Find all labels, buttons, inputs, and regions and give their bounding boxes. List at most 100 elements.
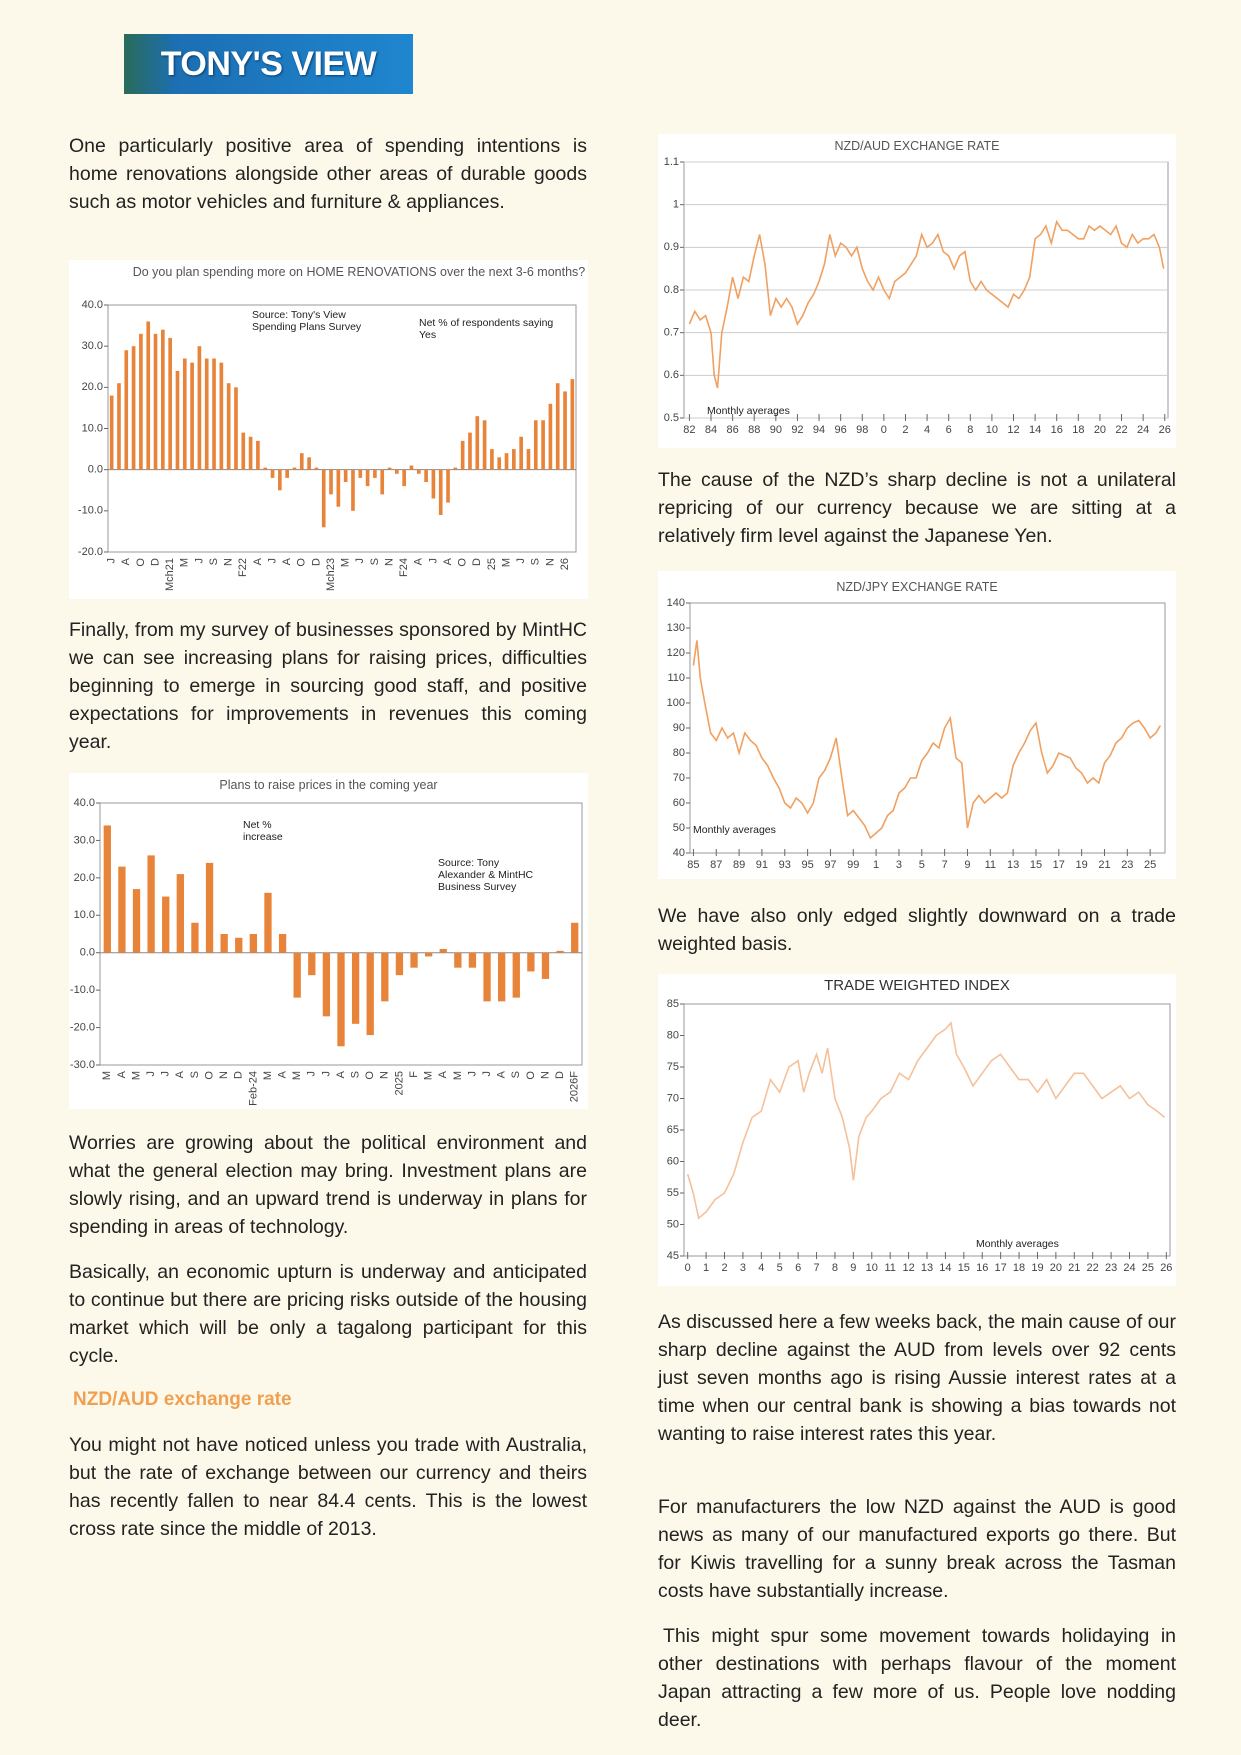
bar	[556, 950, 564, 953]
x-tick-label: S	[208, 558, 220, 565]
x-tick-label: 15	[1030, 859, 1042, 871]
x-tick-label: 13	[1007, 859, 1019, 871]
x-tick-label: M	[340, 558, 352, 567]
bar	[512, 449, 516, 470]
bar	[264, 892, 272, 953]
paragraph: The cause of the NZD’s sharp decline is …	[658, 469, 1176, 547]
x-tick-label: Mch21	[164, 558, 176, 591]
bar	[337, 952, 345, 1047]
x-tick-label: 20	[1050, 1262, 1062, 1274]
y-tick-label: 70	[673, 772, 685, 784]
bar	[162, 896, 170, 953]
x-tick-label: 21	[1098, 859, 1110, 871]
y-tick-label: 50	[667, 1218, 679, 1230]
bar	[424, 952, 433, 957]
bar	[504, 453, 509, 470]
bar	[124, 350, 129, 470]
x-tick-label: 23	[1105, 1262, 1117, 1274]
bar	[329, 469, 333, 495]
x-tick-label: 15	[958, 1262, 970, 1274]
y-tick-label: 0.0	[88, 464, 103, 476]
x-tick-label: 84	[705, 424, 717, 436]
plot-frame	[683, 1003, 1171, 1257]
bar	[168, 337, 172, 470]
x-tick-label: J	[466, 1071, 478, 1077]
bar	[454, 952, 462, 968]
x-tick-label: M	[500, 558, 512, 567]
x-tick-label: 12	[902, 1262, 914, 1274]
x-tick-label: A	[442, 557, 454, 565]
x-tick-label: 26	[559, 558, 571, 570]
x-tick-label: 14	[939, 1262, 951, 1274]
x-tick-label: 21	[1068, 1262, 1080, 1274]
bar	[322, 952, 331, 1017]
x-tick-label: F	[408, 1071, 420, 1078]
x-tick-label: S	[530, 558, 542, 565]
x-tick-label: 87	[710, 859, 722, 871]
y-tick-label: 100	[667, 697, 685, 709]
x-tick-label: S	[350, 1071, 362, 1078]
bar	[176, 874, 184, 953]
x-tick-label: N	[544, 558, 556, 566]
bar	[248, 436, 253, 470]
bar	[292, 467, 297, 470]
x-tick-label: 20	[1094, 424, 1106, 436]
bar	[395, 952, 404, 976]
bar	[366, 952, 374, 1036]
bar	[212, 358, 216, 470]
bar	[234, 387, 238, 470]
paragraph: We have also only edged slightly downwar…	[658, 905, 1176, 955]
bar	[526, 449, 531, 470]
x-tick-label: 96	[835, 424, 847, 436]
x-tick-label: 25	[1142, 1262, 1154, 1274]
bar	[373, 469, 377, 478]
x-tick-label: 22	[1087, 1262, 1099, 1274]
paragraph: One particularly positive area of spendi…	[69, 135, 587, 213]
bar	[146, 321, 151, 470]
y-tick-label: 40	[673, 847, 685, 859]
x-tick-label: O	[525, 1071, 537, 1080]
bar	[365, 469, 370, 487]
paragraph: For manufacturers the low NZD against th…	[658, 1496, 1176, 1602]
paragraph: Finally, from my survey of businesses sp…	[69, 619, 587, 753]
y-tick-label: -20.0	[78, 546, 103, 558]
x-tick-label: 2026F	[569, 1071, 581, 1102]
bar	[161, 329, 165, 470]
x-tick-label: J	[515, 558, 527, 564]
bar	[293, 952, 301, 998]
x-tick-label: 97	[824, 859, 836, 871]
bar	[241, 432, 246, 470]
y-tick-label: 30.0	[74, 834, 95, 846]
annotation: Source: Tony's View Spending Plans Surve…	[252, 309, 362, 333]
x-tick-label: M	[101, 1071, 113, 1080]
bar	[278, 934, 287, 953]
bar	[460, 440, 465, 470]
bar	[351, 952, 360, 1024]
y-tick-label: 30.0	[82, 340, 103, 352]
y-tick-label: -10.0	[78, 505, 103, 517]
x-tick-label: M	[291, 1071, 303, 1080]
x-tick-label: 26	[1160, 1262, 1172, 1274]
x-tick-label: A	[252, 557, 264, 565]
y-tick-label: 90	[673, 722, 685, 734]
x-tick-label: J	[354, 558, 366, 564]
x-tick-label: 4	[758, 1262, 764, 1274]
chart: 0.5 0.6 0.7 0.8 0.9 1 1.1 82 84 86 88 90 92 94 96 98 0 2 4…	[658, 134, 1176, 448]
x-tick-label: D	[149, 558, 161, 566]
bar	[147, 855, 155, 953]
bar	[117, 383, 121, 470]
x-tick-label: S	[189, 1071, 201, 1078]
bar	[387, 467, 392, 470]
x-tick-label: Feb-24	[247, 1071, 259, 1106]
x-tick-label: 19	[1076, 859, 1088, 871]
x-tick-label: A	[496, 1070, 508, 1078]
x-tick-label: 24	[1137, 424, 1149, 436]
bar	[235, 937, 243, 953]
x-tick-label: 7	[942, 859, 948, 871]
x-tick-label: 2025	[393, 1071, 405, 1095]
x-tick-label: M	[179, 558, 191, 567]
annotation: Source: Tony Alexander & MintHC Business…	[438, 857, 534, 893]
x-tick-label: 17	[1053, 859, 1065, 871]
x-tick-label: 93	[779, 859, 791, 871]
x-tick-label: J	[160, 1071, 172, 1077]
